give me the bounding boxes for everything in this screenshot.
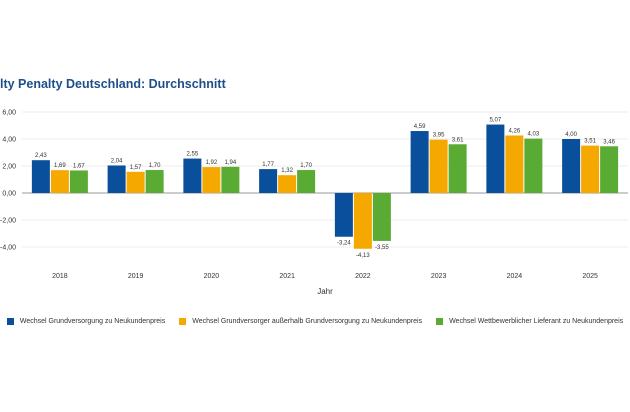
legend: Wechsel Grundversorgung zu Neukundenprei… [0, 318, 630, 325]
bar [486, 124, 505, 193]
data-label: 1,94 [225, 160, 237, 166]
chart-title: lty Penalty Deutschland: Durchschnitt [0, 77, 226, 91]
bar [126, 171, 145, 193]
data-label: 3,51 [584, 139, 596, 145]
data-label: 4,03 [528, 132, 540, 138]
bar [562, 139, 581, 193]
data-label: 4,00 [565, 132, 577, 138]
data-label: 3,95 [433, 133, 445, 139]
y-tick-label: 6,00 [2, 110, 16, 117]
bar [505, 135, 524, 193]
bar [259, 169, 278, 193]
x-tick-label: 2022 [355, 273, 371, 280]
bar [524, 138, 543, 193]
data-label: 1,32 [281, 168, 293, 174]
legend-item[interactable]: Wechsel Wettbewerblicher Lieferant zu Ne… [436, 318, 623, 325]
legend-label: Wechsel Grundversorgung zu Neukundenprei… [19, 318, 166, 325]
data-label: 5,07 [490, 118, 502, 124]
x-tick-label: 2019 [128, 273, 144, 280]
data-label: 3,61 [452, 137, 464, 143]
data-label: 1,70 [149, 163, 161, 169]
legend-swatch [436, 318, 444, 325]
x-tick-label: 2024 [507, 273, 523, 280]
data-label: 1,69 [54, 163, 66, 169]
x-tick-label: 2023 [431, 273, 447, 280]
bar [107, 165, 126, 193]
y-tick-label: -2,00 [0, 218, 16, 225]
data-label: -3,55 [375, 245, 389, 251]
x-axis-label: Jahr [317, 287, 333, 296]
data-label: 1,70 [300, 163, 312, 169]
bar [183, 158, 202, 193]
y-tick-label: 4,00 [2, 137, 16, 144]
data-label: 1,92 [206, 160, 218, 166]
x-tick-label: 2021 [279, 273, 295, 280]
bar [334, 193, 353, 237]
legend-swatch [179, 318, 187, 325]
y-tick-label: 0,00 [2, 191, 16, 198]
data-label: -3,24 [337, 241, 351, 247]
bar [581, 145, 600, 193]
bar [145, 170, 164, 193]
legend-label: Wechsel Grundversorger außerhalb Grundve… [192, 318, 423, 325]
bar [69, 170, 88, 193]
data-label: 4,59 [414, 124, 426, 130]
data-label: -4,13 [356, 253, 370, 259]
bar [50, 170, 69, 193]
bar [31, 160, 50, 193]
bar [600, 146, 619, 193]
bar [429, 139, 448, 193]
legend-item[interactable]: Wechsel Grundversorger außerhalb Grundve… [179, 318, 422, 325]
x-tick-label: 2020 [204, 273, 220, 280]
bar [353, 193, 372, 249]
data-label: 1,67 [73, 163, 85, 169]
data-label: 2,43 [35, 153, 47, 159]
bar [448, 144, 467, 193]
legend-swatch [6, 318, 14, 325]
data-label: 4,26 [509, 128, 521, 134]
x-tick-label: 2018 [52, 273, 68, 280]
bar [278, 175, 297, 193]
bar [297, 170, 316, 193]
data-label: 1,77 [262, 162, 274, 168]
data-label: 2,55 [187, 152, 199, 158]
bar [372, 193, 391, 241]
y-tick-label: -4,00 [0, 245, 16, 252]
data-label: 3,46 [603, 139, 615, 145]
bar [202, 167, 221, 193]
bar [410, 131, 429, 193]
data-label: 2,04 [111, 158, 123, 164]
x-tick-label: 2025 [582, 273, 598, 280]
y-tick-label: 2,00 [2, 164, 16, 171]
data-label: 1,57 [130, 165, 142, 171]
legend-label: Wechsel Wettbewerblicher Lieferant zu Ne… [449, 318, 624, 325]
legend-item[interactable]: Wechsel Grundversorgung zu Neukundenprei… [6, 318, 166, 325]
bar [221, 166, 240, 193]
